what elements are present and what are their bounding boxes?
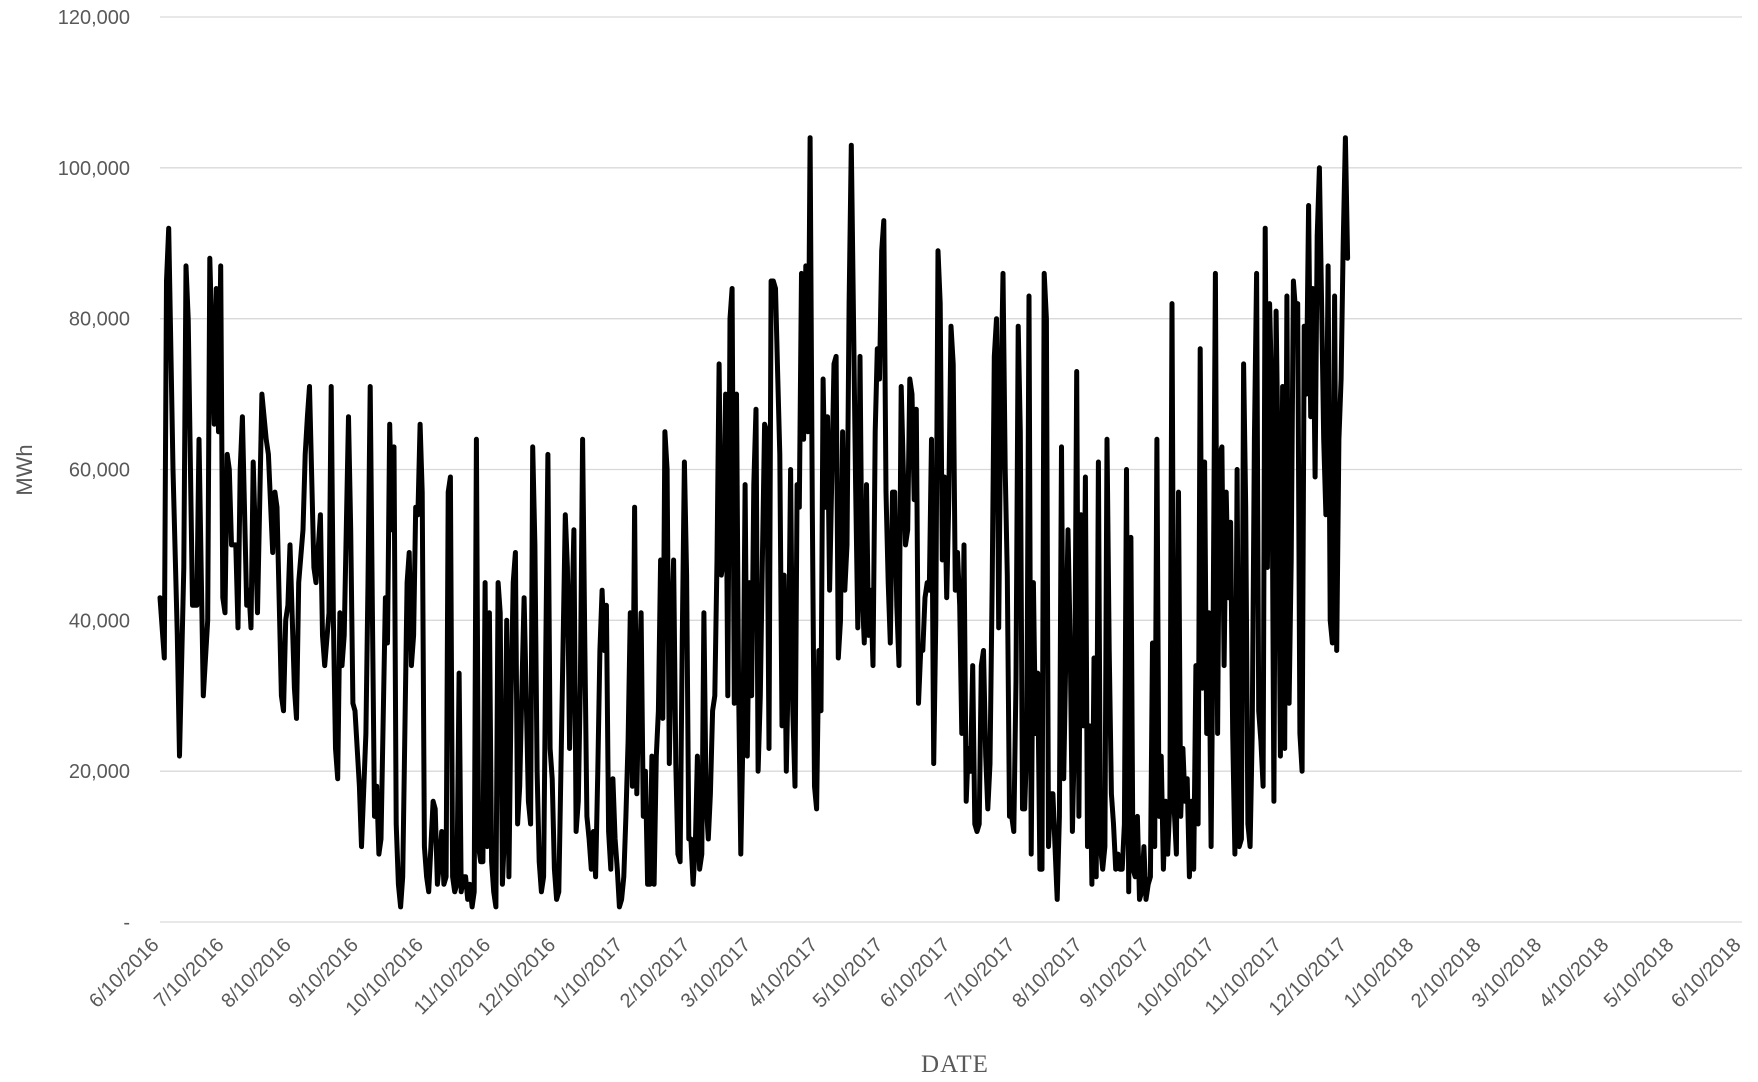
x-tick-label: 6/10/2016 — [85, 934, 163, 1012]
y-tick-label: 60,000 — [69, 460, 130, 482]
x-tick-label: 6/10/2017 — [876, 934, 954, 1012]
x-tick-label: 6/10/2018 — [1667, 934, 1745, 1012]
x-tick-label: 7/10/2016 — [150, 934, 228, 1012]
y-tick-label: - — [123, 912, 130, 934]
y-tick-label: 120,000 — [58, 7, 130, 29]
x-tick-label: 8/10/2017 — [1008, 934, 1086, 1012]
x-tick-label: 8/10/2016 — [217, 934, 295, 1012]
x-tick-label: 7/10/2017 — [941, 934, 1019, 1012]
series-layer — [157, 135, 1351, 910]
y-axis-title: MWh — [12, 444, 37, 495]
y-axis-tick-labels: - 20,000 40,000 60,000 80,000 100,000 120,000 — [58, 7, 130, 934]
x-tick-label: 1/10/2018 — [1340, 934, 1418, 1012]
x-axis-tick-labels: 6/10/20167/10/20168/10/20169/10/201610/1… — [85, 934, 1745, 1020]
x-axis-title: DATE — [921, 1051, 989, 1078]
x-tick-label: 1/10/2017 — [549, 934, 627, 1012]
y-tick-label: 80,000 — [69, 309, 130, 331]
y-tick-label: 20,000 — [69, 761, 130, 783]
x-tick-label: 5/10/2017 — [809, 934, 887, 1012]
x-tick-label: 4/10/2017 — [744, 934, 822, 1012]
y-tick-label: 40,000 — [69, 610, 130, 632]
x-tick-label: 5/10/2018 — [1600, 934, 1678, 1012]
series-line-0 — [157, 135, 1351, 910]
x-tick-label: 4/10/2018 — [1535, 934, 1613, 1012]
y-tick-label: 100,000 — [58, 158, 130, 180]
